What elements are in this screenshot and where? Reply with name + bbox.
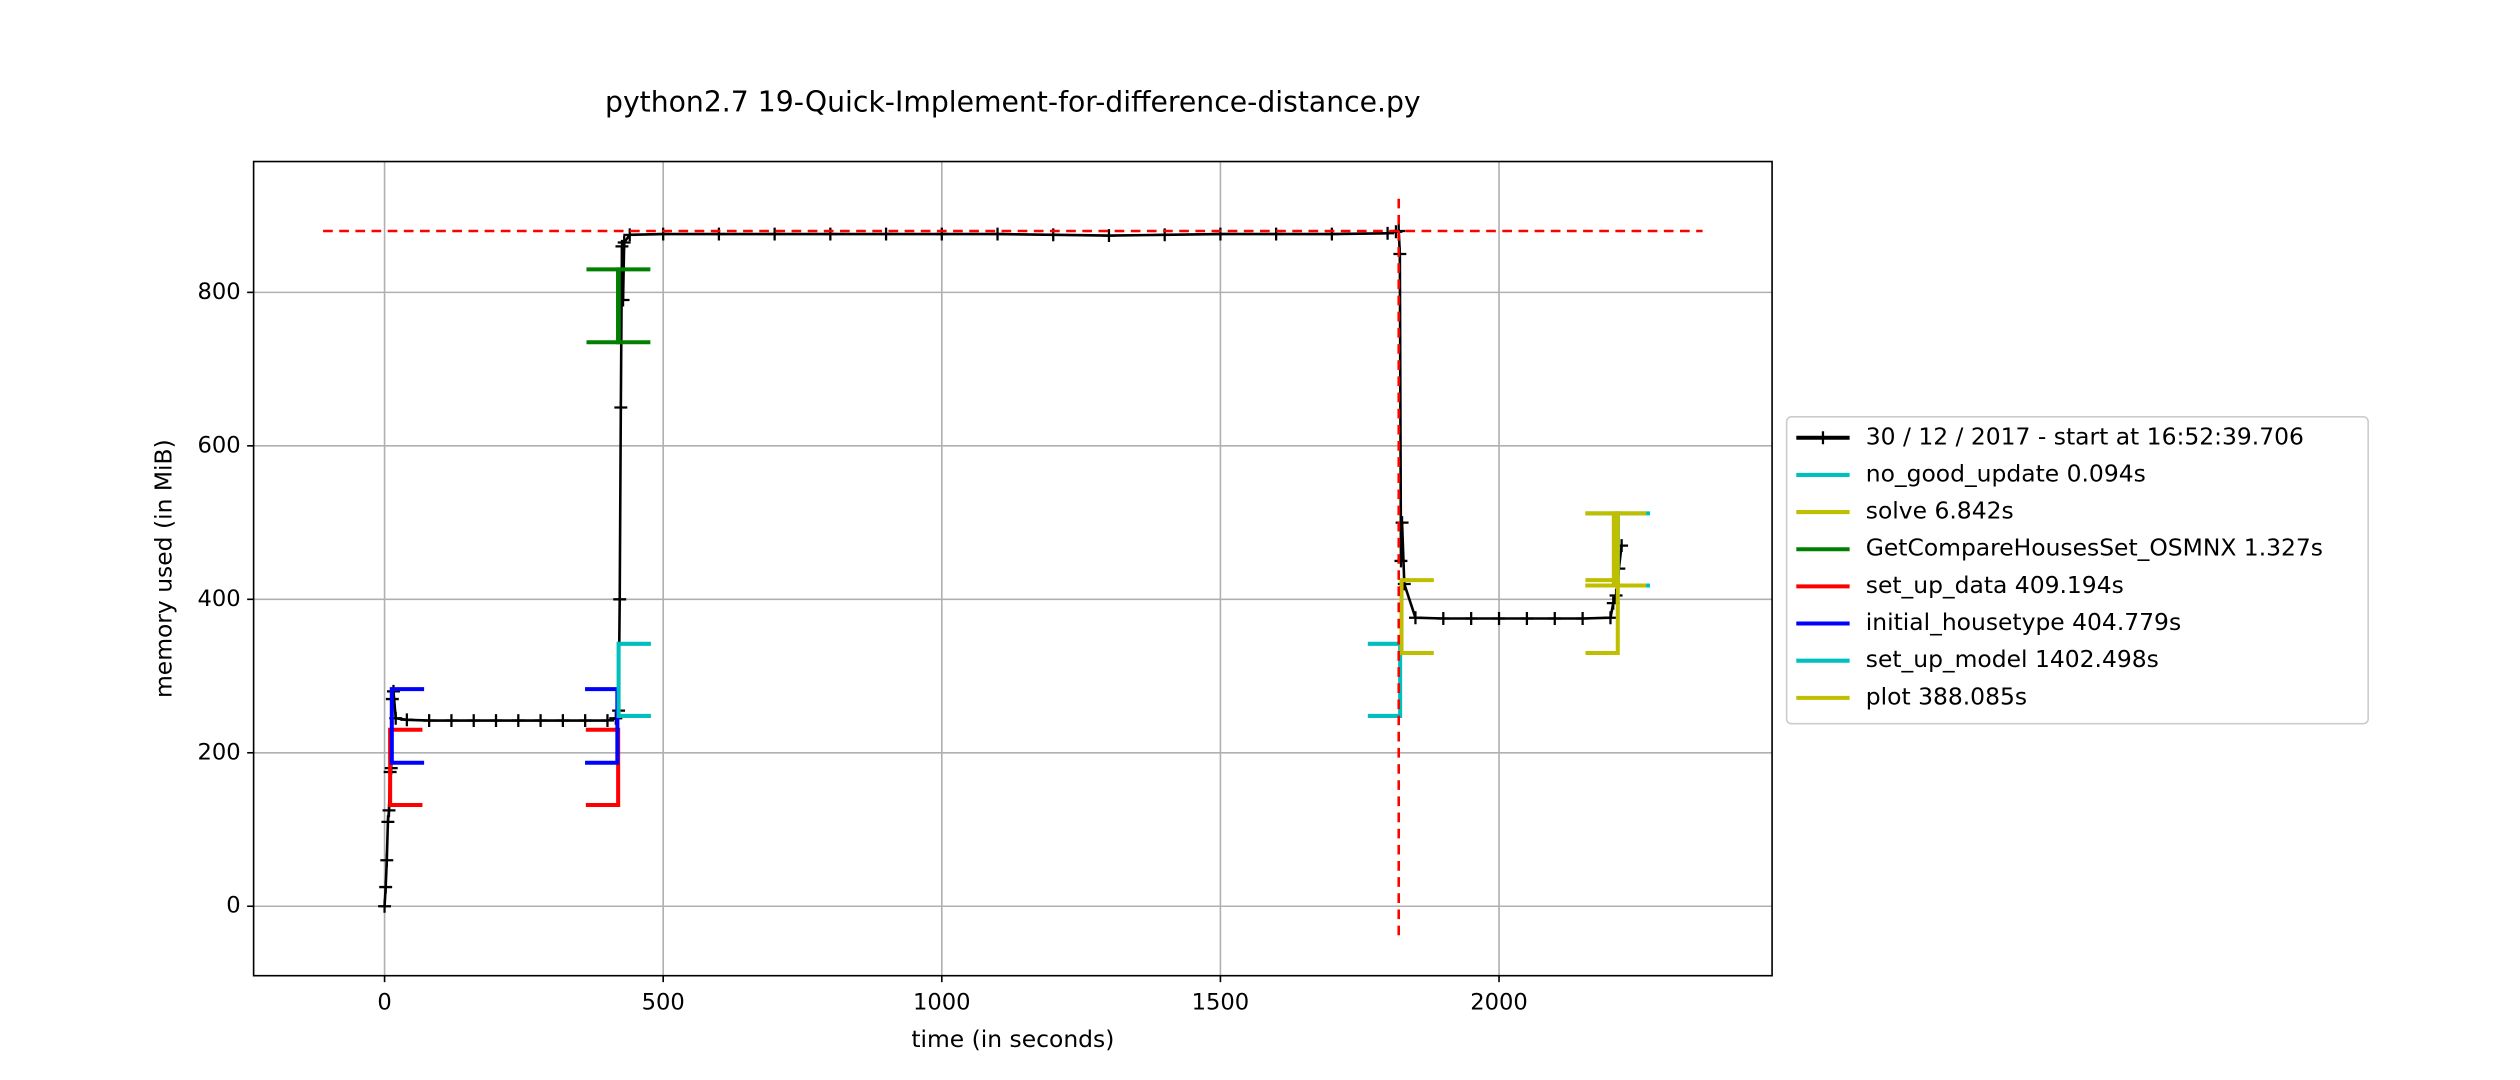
point-marker: [1102, 229, 1116, 243]
point-marker: [467, 714, 481, 728]
function-bracket: [1367, 641, 1403, 718]
function-bracket: [585, 687, 620, 765]
legend-label: GetCompareHousesSet_OSMNX 1.327s: [1866, 534, 2323, 562]
point-marker: [991, 227, 1004, 241]
point-marker: [617, 236, 631, 249]
point-marker: [1576, 612, 1590, 625]
point-marker: [1381, 226, 1395, 240]
x-tick-label: 500: [642, 990, 685, 1016]
point-marker: [578, 714, 592, 728]
legend-box: [1785, 415, 2369, 725]
point-marker: [511, 714, 525, 728]
legend-label: solve 6.842s: [1866, 497, 2014, 525]
point-marker: [381, 815, 395, 829]
x-tick-label: 1000: [913, 990, 971, 1016]
point-marker: [600, 714, 614, 728]
point-marker: [380, 853, 394, 867]
y-axis-label: memory used (in MiB): [149, 439, 177, 698]
point-marker: [1520, 612, 1534, 625]
point-marker: [422, 714, 436, 728]
point-marker: [489, 714, 503, 728]
point-marker: [534, 714, 548, 728]
point-marker: [1548, 612, 1562, 625]
point-marker: [1492, 612, 1506, 625]
y-tick-label: 0: [226, 893, 240, 919]
function-bracket: [585, 727, 621, 807]
y-tick-label: 600: [198, 432, 241, 458]
point-marker: [1604, 611, 1617, 625]
function-bracket: [1585, 578, 1620, 656]
function-bracket: [1611, 511, 1647, 588]
function-bracket: [389, 687, 425, 765]
legend-label: set_up_data 409.194s: [1866, 571, 2124, 599]
point-marker: [378, 899, 392, 913]
function-bracket: [616, 641, 651, 718]
point-marker: [444, 714, 458, 728]
legend-label: set_up_model 1402.498s: [1866, 645, 2159, 673]
grid: 0 500 1000 1500 2000 0 200 400 600 800: [198, 161, 1773, 1016]
chart-title: python2.7 19-Quick-Implement-for-differe…: [605, 85, 1421, 118]
function-bracket: [1399, 578, 1434, 656]
point-marker: [614, 401, 628, 414]
legend-label: 30 / 12 / 2017 - start at 16:52:39.706: [1866, 422, 2304, 450]
function-bracket: [388, 727, 423, 807]
point-marker: [1464, 612, 1478, 625]
x-tick-label: 0: [377, 990, 391, 1016]
point-marker: [556, 714, 570, 728]
function-bracket: [1585, 511, 1620, 588]
legend: 30 / 12 / 2017 - start at 16:52:39.706 no…: [1785, 415, 2369, 725]
point-marker: [400, 713, 414, 727]
y-tick-label: 400: [198, 586, 241, 612]
legend-label: plot 388.085s: [1866, 682, 2027, 710]
x-tick-label: 1500: [1192, 990, 1250, 1016]
y-tick-label: 200: [198, 739, 241, 765]
x-tick-label: 2000: [1470, 990, 1528, 1016]
plot-area: [323, 198, 1703, 941]
point-marker: [379, 880, 393, 894]
legend-label: initial_housetype 404.779s: [1866, 608, 2181, 636]
axes-frame: [252, 160, 1773, 977]
function-bracket: [586, 267, 621, 345]
y-tick-label: 800: [198, 279, 241, 305]
legend-label: no_good_update 0.094s: [1866, 459, 2146, 487]
legend-marker: [1816, 431, 1830, 445]
point-marker: [1436, 612, 1450, 625]
point-marker: [1394, 554, 1408, 568]
point-marker: [1269, 227, 1283, 241]
point-marker: [623, 228, 637, 242]
point-marker: [879, 227, 893, 241]
x-axis-label: time (in seconds): [911, 1025, 1114, 1053]
point-marker: [1408, 611, 1422, 625]
point-marker: [613, 592, 627, 606]
point-marker: [768, 227, 782, 241]
